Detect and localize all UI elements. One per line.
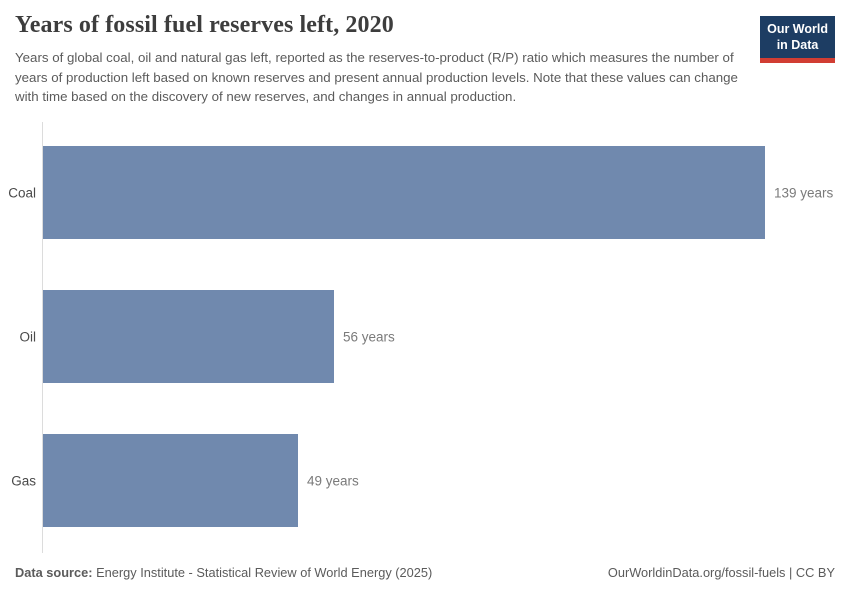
bar-gas[interactable] [43, 434, 298, 527]
plot-area: Coal 139 years Oil 56 years Gas 49 years [0, 122, 850, 553]
bar-oil[interactable] [43, 290, 334, 383]
value-label-coal: 139 years [774, 185, 834, 200]
y-axis-line [42, 122, 43, 553]
page-title: Years of fossil fuel reserves left, 2020 [15, 12, 394, 38]
bar-row-gas: Gas 49 years [0, 434, 850, 527]
owid-logo-line1: Our World [767, 22, 828, 36]
footer-separator: | [785, 565, 796, 580]
bar-row-oil: Oil 56 years [0, 290, 850, 383]
value-label-gas: 49 years [307, 473, 359, 488]
entity-label-coal: Coal [8, 185, 36, 200]
entity-label-oil: Oil [19, 329, 37, 344]
footer-attribution: OurWorldinData.org/fossil-fuels | CC BY [608, 565, 835, 580]
bar-row-coal: Coal 139 years [0, 146, 850, 239]
owid-url-link[interactable]: OurWorldinData.org/fossil-fuels [607, 565, 786, 580]
data-source-label: Data source: [15, 565, 93, 580]
bar-coal[interactable] [43, 146, 765, 239]
value-label-oil: 56 years [343, 329, 395, 344]
data-source-value: Energy Institute - Statistical Review of… [92, 565, 433, 580]
license-label: CC BY [795, 565, 835, 580]
chart-footer: Data source: Energy Institute - Statisti… [15, 565, 835, 580]
owid-logo[interactable]: Our World in Data [760, 16, 835, 64]
chart-subtitle: Years of global coal, oil and natural ga… [15, 50, 738, 105]
owid-logo-line2: in Data [776, 37, 819, 52]
data-source: Data source: Energy Institute - Statisti… [15, 565, 432, 580]
entity-label-gas: Gas [11, 473, 36, 488]
chart-header: Years of fossil fuel reserves left, 2020… [15, 12, 835, 107]
